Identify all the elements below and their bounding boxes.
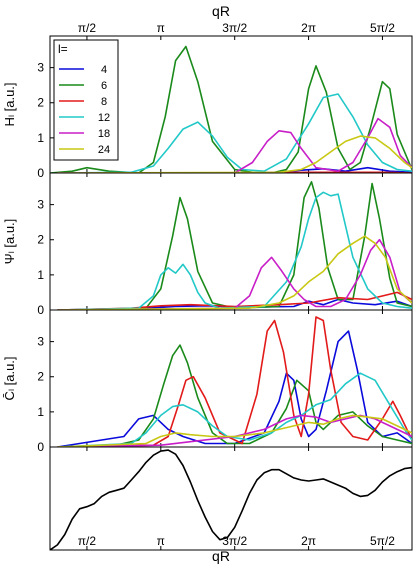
panel-2-frame	[49, 172, 413, 311]
panel-2-ylabel: Ψₗ [a.u.]	[2, 219, 17, 265]
panel-3-series-l12-line	[57, 372, 412, 447]
panel-1-ytick-label-1: 0	[37, 166, 44, 180]
panel-2-series-l24-line	[57, 235, 412, 310]
legend-label-l18: 18	[98, 128, 110, 140]
panel-2-ytick-label-4: 3	[37, 198, 44, 212]
bottom-axis-label: qR	[212, 548, 230, 564]
legend-label-l4: 4	[101, 64, 107, 76]
panel-1-ytick-label-3: 2	[37, 96, 44, 110]
panel-2-ytick-label-1: 0	[37, 303, 44, 317]
panel-2-ytick-label-2: 1	[37, 268, 44, 282]
panel-3-frame	[49, 309, 413, 448]
bottom-xtick-label-5: 5π/2	[370, 534, 395, 548]
panel-3-series-l6-line	[57, 344, 412, 447]
top-axis-label: qR	[212, 3, 230, 19]
legend-title: l=	[58, 42, 68, 56]
panel-3-ytick-label-1: 0	[37, 440, 44, 454]
panel-1-ylabel: Hₗ [a.u.]	[2, 82, 17, 126]
panel-2-series-l12-line	[57, 191, 412, 310]
panel-3-ylabel: C̄ₗ [a.u.]	[2, 356, 17, 400]
top-xtick-label-3: 3π/2	[222, 21, 247, 35]
panel-3-ytick-label-3: 2	[37, 370, 44, 384]
panel-3-series-l4-line	[57, 330, 412, 447]
bottom-xtick-label-4: 2π	[301, 534, 316, 548]
panel-1-ytick-label-2: 1	[37, 131, 44, 145]
top-xtick-label-2: π	[157, 21, 165, 35]
legend-label-l12: 12	[98, 112, 110, 124]
bottom-xtick-label-3: 3π/2	[222, 534, 247, 548]
panel-2-series-l8-line	[57, 291, 412, 310]
panel-2-series-l18-line	[57, 238, 412, 310]
panel-3-series-l8-line	[57, 316, 412, 447]
top-xtick-label-4: 2π	[301, 21, 316, 35]
panel-3-series-l18-line	[57, 414, 412, 447]
bottom-xtick-label-1: π/2	[78, 534, 97, 548]
panel-3-ytick-label-2: 1	[37, 405, 44, 419]
legend-label-l8: 8	[101, 96, 107, 108]
panel-3-ytick-label-4: 3	[37, 335, 44, 349]
top-xtick-label-5: 5π/2	[370, 21, 395, 35]
panel-4-frame	[49, 446, 413, 551]
panel-1-series-l24-line	[57, 135, 412, 173]
top-xtick-label-1: π/2	[78, 21, 97, 35]
panel-1-ytick-label-4: 3	[37, 61, 44, 75]
panel-1-series-l18-line	[57, 117, 412, 173]
panel-1-series-l12-line	[57, 93, 412, 173]
panel-2-ytick-label-3: 2	[37, 233, 44, 247]
panel-3-series-l24-line	[57, 414, 412, 447]
legend-label-l24: 24	[98, 144, 110, 156]
panel-2-series-l6-line	[57, 181, 412, 310]
legend-box	[53, 39, 119, 161]
panel-2-series-l4-line	[57, 298, 412, 310]
legend-label-l6: 6	[101, 80, 107, 92]
panel-4-series-profile-line	[50, 449, 412, 550]
bottom-xtick-label-2: π	[157, 534, 165, 548]
